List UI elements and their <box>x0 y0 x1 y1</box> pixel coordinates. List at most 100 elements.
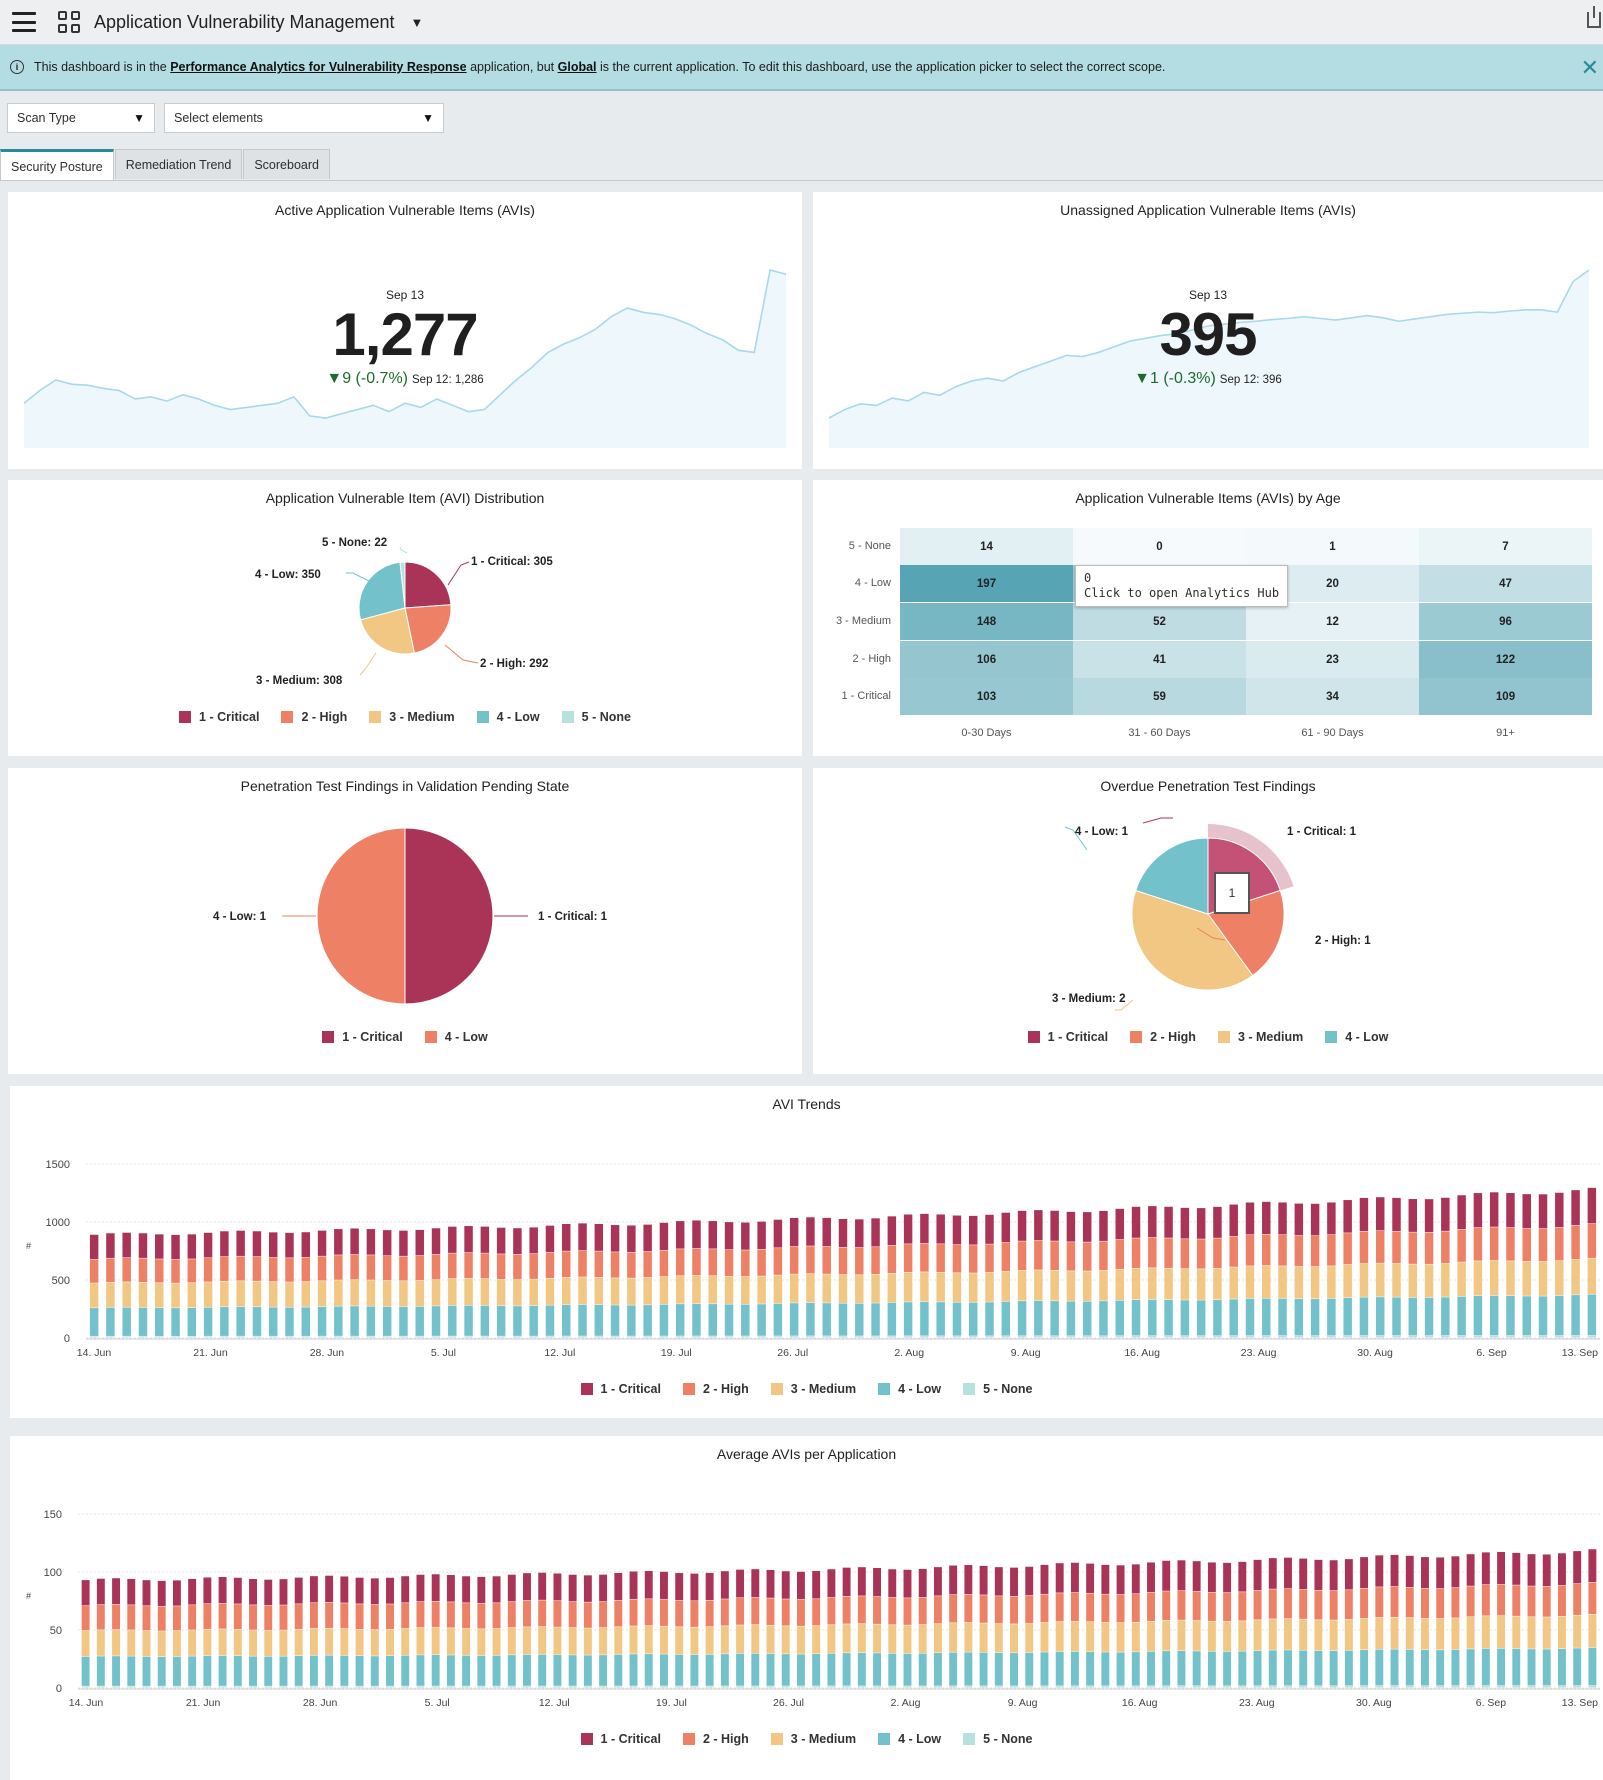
bar-segment-none[interactable] <box>1310 1335 1320 1338</box>
bar-segment-none[interactable] <box>1070 1686 1079 1688</box>
bar-segment-high[interactable] <box>918 1597 927 1625</box>
bar-segment-none[interactable] <box>1010 1686 1018 1688</box>
bar-segment-high[interactable] <box>203 1604 212 1629</box>
bar-segment-low[interactable] <box>496 1306 506 1336</box>
bar-segment-none[interactable] <box>644 1686 653 1688</box>
bar-segment-critical[interactable] <box>857 1567 866 1596</box>
bar-segment-high[interactable] <box>142 1606 151 1631</box>
bar-segment-low[interactable] <box>382 1306 392 1336</box>
bar-segment-high[interactable] <box>1506 1227 1515 1261</box>
bar-segment-critical[interactable] <box>220 1231 229 1257</box>
bar-segment-critical[interactable] <box>1262 1201 1271 1234</box>
bar-segment-critical[interactable] <box>1573 1551 1582 1584</box>
bar-segment-critical[interactable] <box>462 1576 471 1603</box>
bar-segment-high[interactable] <box>1131 1594 1140 1622</box>
bar-segment-none[interactable] <box>920 1336 929 1338</box>
bar-segment-high[interactable] <box>1086 1593 1095 1622</box>
bar-segment-none[interactable] <box>1359 1335 1369 1338</box>
bar-segment-none[interactable] <box>1017 1336 1027 1338</box>
bar-segment-low[interactable] <box>1050 1301 1059 1336</box>
bar-segment-high[interactable] <box>1082 1242 1092 1271</box>
bar-segment-none[interactable] <box>294 1686 303 1688</box>
bar-segment-medium[interactable] <box>643 1277 652 1305</box>
bar-segment-none[interactable] <box>350 1336 359 1338</box>
bar-segment-low[interactable] <box>675 1304 685 1336</box>
bar-segment-none[interactable] <box>334 1336 343 1338</box>
bar-segment-medium[interactable] <box>492 1628 501 1656</box>
bar-segment-low[interactable] <box>1223 1651 1232 1686</box>
bar-segment-none[interactable] <box>1436 1686 1445 1688</box>
bar-segment-medium[interactable] <box>203 1629 212 1656</box>
bar-segment-medium[interactable] <box>1162 1620 1171 1651</box>
bar-segment-low[interactable] <box>949 1652 958 1686</box>
bar-segment-high[interactable] <box>538 1600 547 1627</box>
bar-segment-none[interactable] <box>1101 1686 1110 1688</box>
bar-segment-critical[interactable] <box>317 1230 327 1256</box>
bar-segment-low[interactable] <box>690 1654 699 1686</box>
bar-segment-critical[interactable] <box>757 1221 766 1250</box>
bar-segment-critical[interactable] <box>994 1567 1003 1596</box>
bar-segment-critical[interactable] <box>1213 1206 1222 1238</box>
bar-segment-none[interactable] <box>873 1686 882 1688</box>
bar-segment-low[interactable] <box>1192 1651 1201 1686</box>
bar-segment-medium[interactable] <box>1421 1618 1429 1650</box>
bar-segment-none[interactable] <box>249 1686 257 1688</box>
bar-segment-critical[interactable] <box>1557 1553 1566 1586</box>
bar-segment-medium[interactable] <box>268 1282 278 1307</box>
bar-segment-critical[interactable] <box>218 1577 227 1604</box>
bar-segment-medium[interactable] <box>1314 1620 1323 1651</box>
bar-segment-none[interactable] <box>949 1686 958 1688</box>
bar-segment-critical[interactable] <box>285 1232 294 1258</box>
bar-segment-critical[interactable] <box>1587 1187 1597 1224</box>
bar-segment-medium[interactable] <box>627 1278 636 1305</box>
bar-segment-none[interactable] <box>1527 1685 1536 1688</box>
bar-segment-critical[interactable] <box>233 1577 242 1604</box>
bar-segment-high[interactable] <box>562 1251 571 1278</box>
bar-segment-medium[interactable] <box>675 1627 684 1655</box>
bar-segment-critical[interactable] <box>477 1576 486 1604</box>
bar-segment-critical[interactable] <box>301 1232 311 1258</box>
bar-segment-medium[interactable] <box>1001 1271 1011 1302</box>
bar-segment-medium[interactable] <box>1527 1617 1536 1649</box>
bar-segment-medium[interactable] <box>692 1275 701 1304</box>
bar-segment-medium[interactable] <box>171 1283 180 1308</box>
bar-segment-none[interactable] <box>1180 1336 1190 1338</box>
bar-segment-medium[interactable] <box>334 1280 343 1306</box>
bar-segment-low[interactable] <box>1481 1648 1490 1686</box>
bar-segment-low[interactable] <box>529 1305 538 1336</box>
bar-segment-none[interactable] <box>431 1336 441 1338</box>
heatmap-cell[interactable]: 14 <box>900 528 1073 565</box>
bar-segment-critical[interactable] <box>1099 1210 1108 1241</box>
bar-segment-high[interactable] <box>122 1257 131 1282</box>
bar-segment-critical[interactable] <box>1101 1564 1110 1594</box>
bar-segment-low[interactable] <box>1424 1297 1434 1336</box>
bar-segment-medium[interactable] <box>857 1623 866 1653</box>
bar-segment-critical[interactable] <box>1441 1197 1450 1231</box>
bar-segment-none[interactable] <box>157 1686 166 1688</box>
bar-segment-high[interactable] <box>431 1601 440 1628</box>
bar-segment-medium[interactable] <box>1571 1259 1580 1295</box>
bar-segment-low[interactable] <box>1268 1650 1277 1686</box>
bar-segment-medium[interactable] <box>562 1277 571 1305</box>
bar-segment-none[interactable] <box>415 1336 424 1338</box>
bar-segment-medium[interactable] <box>401 1628 410 1656</box>
bar-segment-none[interactable] <box>1278 1335 1287 1338</box>
bar-segment-high[interactable] <box>1278 1235 1287 1266</box>
bar-segment-none[interactable] <box>857 1686 866 1688</box>
bar-segment-medium[interactable] <box>382 1280 392 1307</box>
bar-segment-medium[interactable] <box>766 1625 775 1654</box>
legend-critical[interactable]: 1 - Critical <box>179 710 259 724</box>
bar-segment-critical[interactable] <box>236 1230 245 1256</box>
bar-segment-high[interactable] <box>952 1244 962 1273</box>
bar-segment-none[interactable] <box>1421 1686 1429 1688</box>
bar-segment-medium[interactable] <box>1050 1270 1059 1301</box>
bar-segment-critical[interactable] <box>203 1577 212 1604</box>
bar-segment-none[interactable] <box>643 1336 652 1338</box>
bar-segment-none[interactable] <box>279 1686 288 1688</box>
bar-segment-low[interactable] <box>781 1654 790 1686</box>
bar-segment-none[interactable] <box>1025 1686 1034 1688</box>
bar-segment-critical[interactable] <box>399 1230 408 1256</box>
bar-segment-critical[interactable] <box>1360 1557 1369 1589</box>
bar-segment-none[interactable] <box>340 1686 349 1688</box>
bar-segment-low[interactable] <box>431 1655 440 1686</box>
